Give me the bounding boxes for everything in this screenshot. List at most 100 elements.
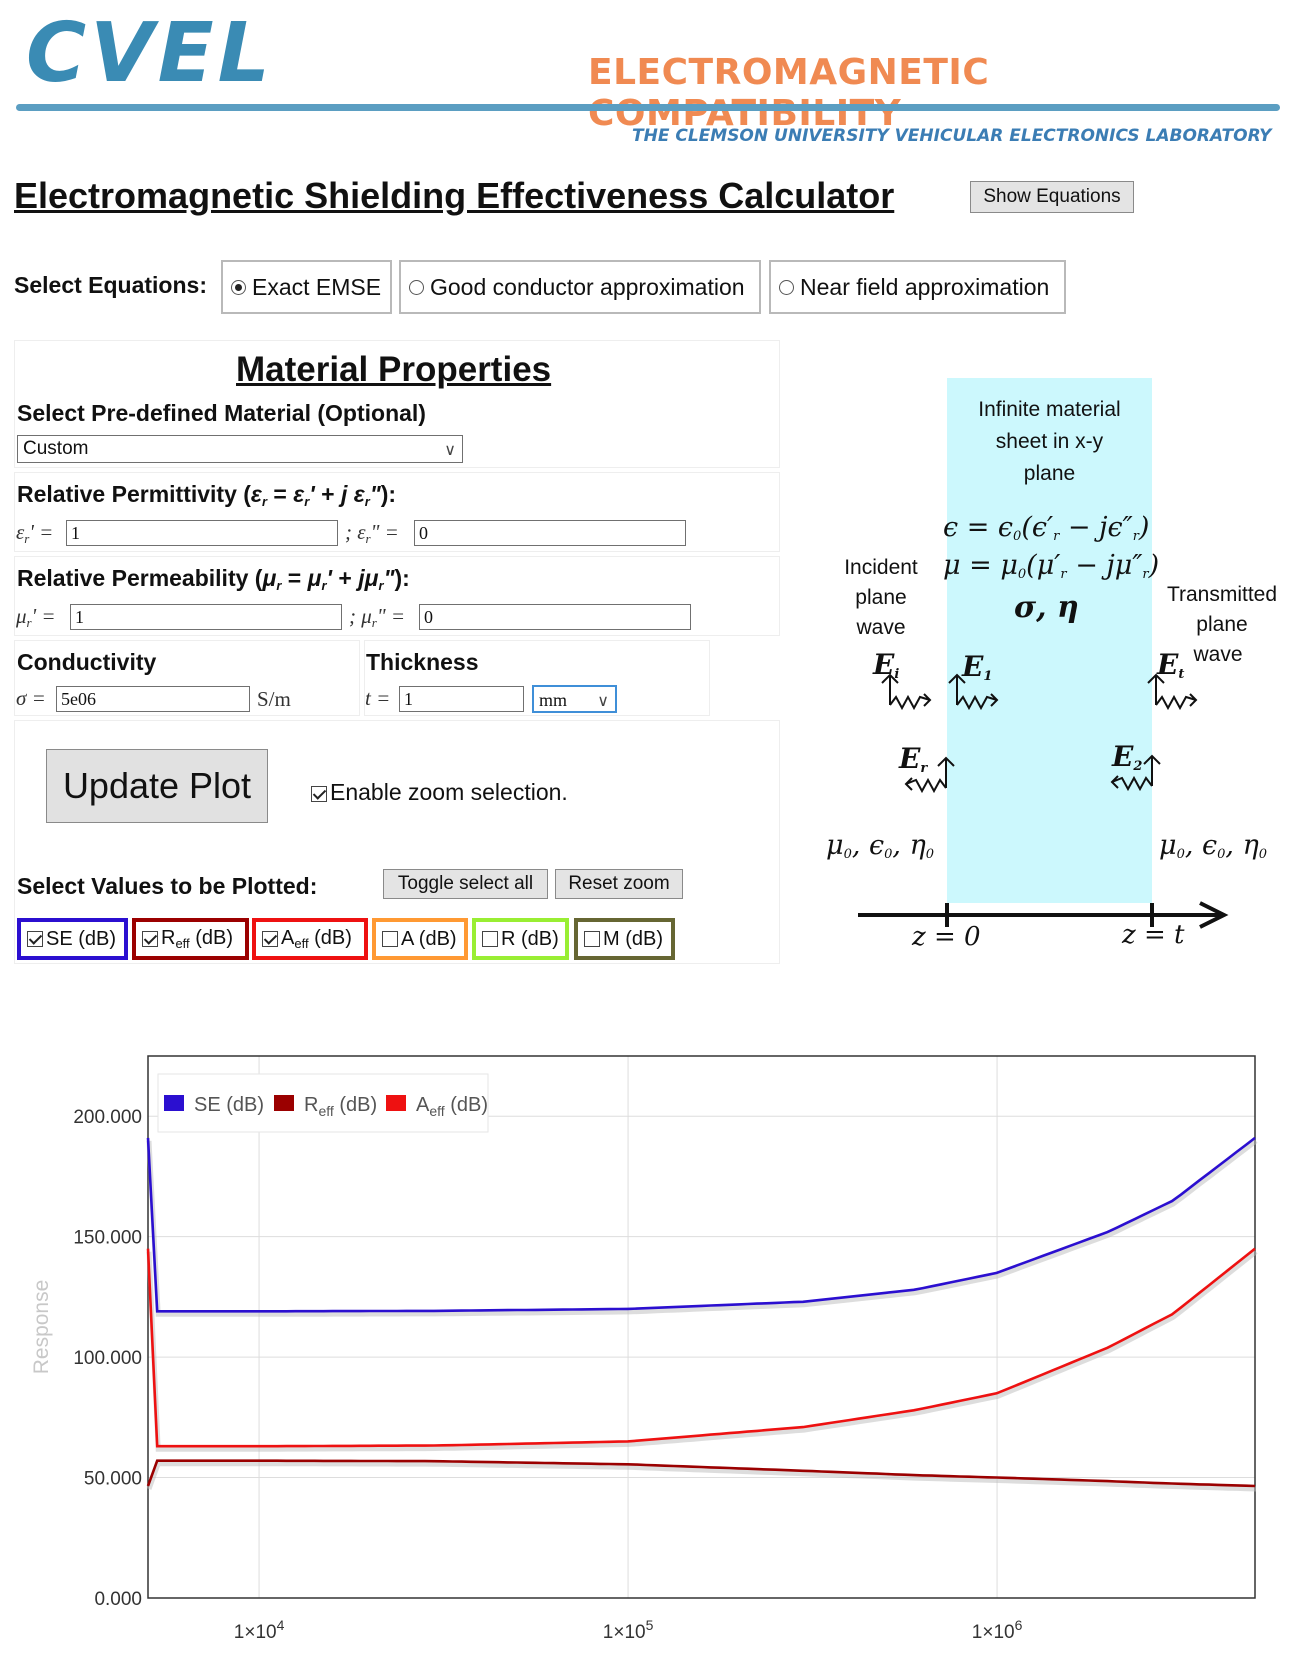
series-toggle-a[interactable]: A (dB) [372, 918, 468, 960]
e1-label: E1 [962, 650, 993, 684]
series-label: A (dB) [401, 927, 457, 950]
series-line-2 [146, 1459, 1256, 1488]
x-tick-label: 1×106 [972, 1617, 1023, 1643]
transmitted-label-line: Transmitted [1166, 583, 1278, 606]
sigma-label: σ = [16, 686, 46, 710]
sheet-label-line: Infinite material [978, 398, 1121, 421]
checkbox-unchecked-icon[interactable] [584, 931, 600, 947]
series-toggle-se[interactable]: SE (dB) [17, 918, 128, 960]
page-title: Electromagnetic Shielding Effectiveness … [14, 175, 895, 216]
mu-imag-label: ; μr" = [349, 604, 406, 630]
checkbox-unchecked-icon[interactable] [482, 931, 498, 947]
legend-swatch [274, 1095, 294, 1111]
eps-real-label: εr' = [16, 520, 54, 546]
series-shadow [146, 1138, 1258, 1317]
series-shadow [146, 1461, 1257, 1492]
radio-label: Exact EMSE [252, 273, 382, 300]
y-tick-label: 200.000 [73, 1107, 142, 1128]
eps-real-input[interactable]: 1 [66, 520, 338, 546]
thickness-label: Thickness [366, 649, 479, 675]
incident-label-line: Incident [844, 556, 918, 579]
series-line-3 [146, 1247, 1256, 1448]
series-label: M (dB) [603, 927, 663, 950]
checkbox-checked-icon[interactable] [27, 931, 43, 947]
x-tick-label: 1×105 [603, 1617, 654, 1643]
checkbox-unchecked-icon[interactable] [382, 931, 398, 947]
conductivity-input[interactable]: 5e06 [56, 686, 250, 712]
series-line-1 [146, 1136, 1256, 1313]
mu-real-input[interactable]: 1 [70, 604, 342, 630]
sheet-label-line: plane [1023, 462, 1076, 485]
cvel-logo[interactable]: CVEL [26, 6, 274, 101]
permeability-label: Relative Permeability (μr = μr' + jμr"): [17, 565, 410, 593]
legend-swatch [386, 1095, 406, 1111]
incident-label-line: plane [855, 586, 907, 609]
series-toggle-aeff[interactable]: Aeff (dB) [252, 918, 368, 960]
checkbox-checked-icon[interactable] [262, 931, 278, 947]
series-shadow [146, 1249, 1258, 1452]
radio-near-field[interactable]: Near field approximation [769, 260, 1066, 314]
predefined-material-label: Select Pre-defined Material (Optional) [17, 400, 426, 426]
series-toggle-reff[interactable]: Reff (dB) [132, 918, 249, 960]
sheet-label-line: sheet in x-y [995, 430, 1104, 453]
checkbox-checked-icon[interactable] [311, 785, 327, 802]
banner-title: ELECTROMAGNETIC COMPATIBILITY [588, 52, 990, 134]
z0-label: z = 0 [912, 922, 981, 952]
update-plot-button[interactable]: Update Plot [46, 749, 268, 823]
y-tick-label: 150.000 [73, 1228, 142, 1249]
plot-frame [147, 1055, 1256, 1599]
eps-imag-input[interactable]: 0 [414, 520, 686, 546]
plot-select-label: Select Values to be Plotted: [17, 873, 318, 899]
thickness-panel [364, 640, 710, 716]
header-divider [16, 104, 1280, 111]
medium-right-label: μ0, ϵ0, η0 [1159, 830, 1268, 862]
incident-label: Incident plane wave [826, 553, 936, 643]
y-tick-label: 0.000 [94, 1589, 142, 1610]
radio-label: Near field approximation [800, 273, 1050, 300]
show-equations-button[interactable]: Show Equations [970, 181, 1134, 213]
radio-unselected-icon[interactable] [409, 279, 424, 295]
predefined-material-select[interactable]: Custom ∨ [17, 435, 463, 463]
radio-exact-emse[interactable]: Exact EMSE [221, 260, 392, 314]
chevron-down-icon: ∨ [444, 442, 456, 459]
series-label: SE (dB) [46, 927, 117, 950]
mu-real-label: μr' = [16, 604, 56, 630]
sigma-eta: σ, η [1014, 590, 1079, 625]
conductivity-unit: S/m [257, 687, 291, 711]
radio-selected-icon[interactable] [231, 279, 246, 295]
zoom-selection-toggle[interactable]: Enable zoom selection. [311, 779, 568, 806]
transmitted-label-line: plane [1196, 613, 1248, 636]
response-chart[interactable]: 0.000 50.000 100.000 150.000 200.000 1×104 1×1… [0, 1040, 1309, 1664]
e-incident-label: Ei [873, 648, 900, 682]
radio-good-conductor[interactable]: Good conductor approximation [399, 260, 761, 314]
reset-zoom-button[interactable]: Reset zoom [555, 869, 683, 899]
y-tick-label: 100.000 [73, 1348, 142, 1369]
series-label: Reff (dB) [161, 927, 234, 951]
checkbox-checked-icon[interactable] [142, 931, 158, 947]
conductivity-panel [14, 640, 360, 716]
radio-label: Good conductor approximation [430, 273, 745, 300]
select-value: Custom [23, 438, 89, 459]
legend-label: SE (dB) [194, 1094, 264, 1116]
material-heading: Material Properties [236, 350, 552, 389]
legend-box [157, 1073, 489, 1133]
zoom-label: Enable zoom selection. [330, 779, 568, 805]
series-toggle-m[interactable]: M (dB) [574, 918, 675, 960]
transmitted-label-line: wave [1193, 643, 1243, 666]
transmitted-label: Transmitted plane wave [1158, 580, 1286, 670]
series-toggle-r[interactable]: R (dB) [472, 918, 569, 960]
mu-imag-input[interactable]: 0 [419, 604, 691, 630]
thickness-unit-select[interactable]: mm ∨ [532, 685, 617, 713]
legend-swatch [164, 1095, 184, 1111]
permeability-equation: μ = μ0(μ′r − jμ″r) [943, 550, 1160, 582]
toggle-select-all-button[interactable]: Toggle select all [383, 869, 548, 899]
thickness-input[interactable]: 1 [399, 686, 524, 712]
select-value: mm [539, 690, 568, 710]
wave-arrows-icon [881, 673, 1198, 794]
series-label: Aeff (dB) [281, 927, 352, 951]
t-label: t = [365, 686, 391, 710]
x-tick-label: 1×104 [234, 1617, 285, 1643]
permittivity-label: Relative Permittivity (εr = εr' + j εr")… [17, 481, 397, 509]
sheet-label: Infinite material sheet in x-y plane [947, 394, 1152, 490]
radio-unselected-icon[interactable] [779, 279, 794, 295]
